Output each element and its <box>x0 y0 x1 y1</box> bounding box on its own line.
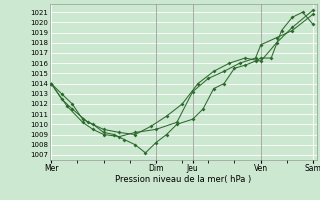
X-axis label: Pression niveau de la mer( hPa ): Pression niveau de la mer( hPa ) <box>115 175 251 184</box>
